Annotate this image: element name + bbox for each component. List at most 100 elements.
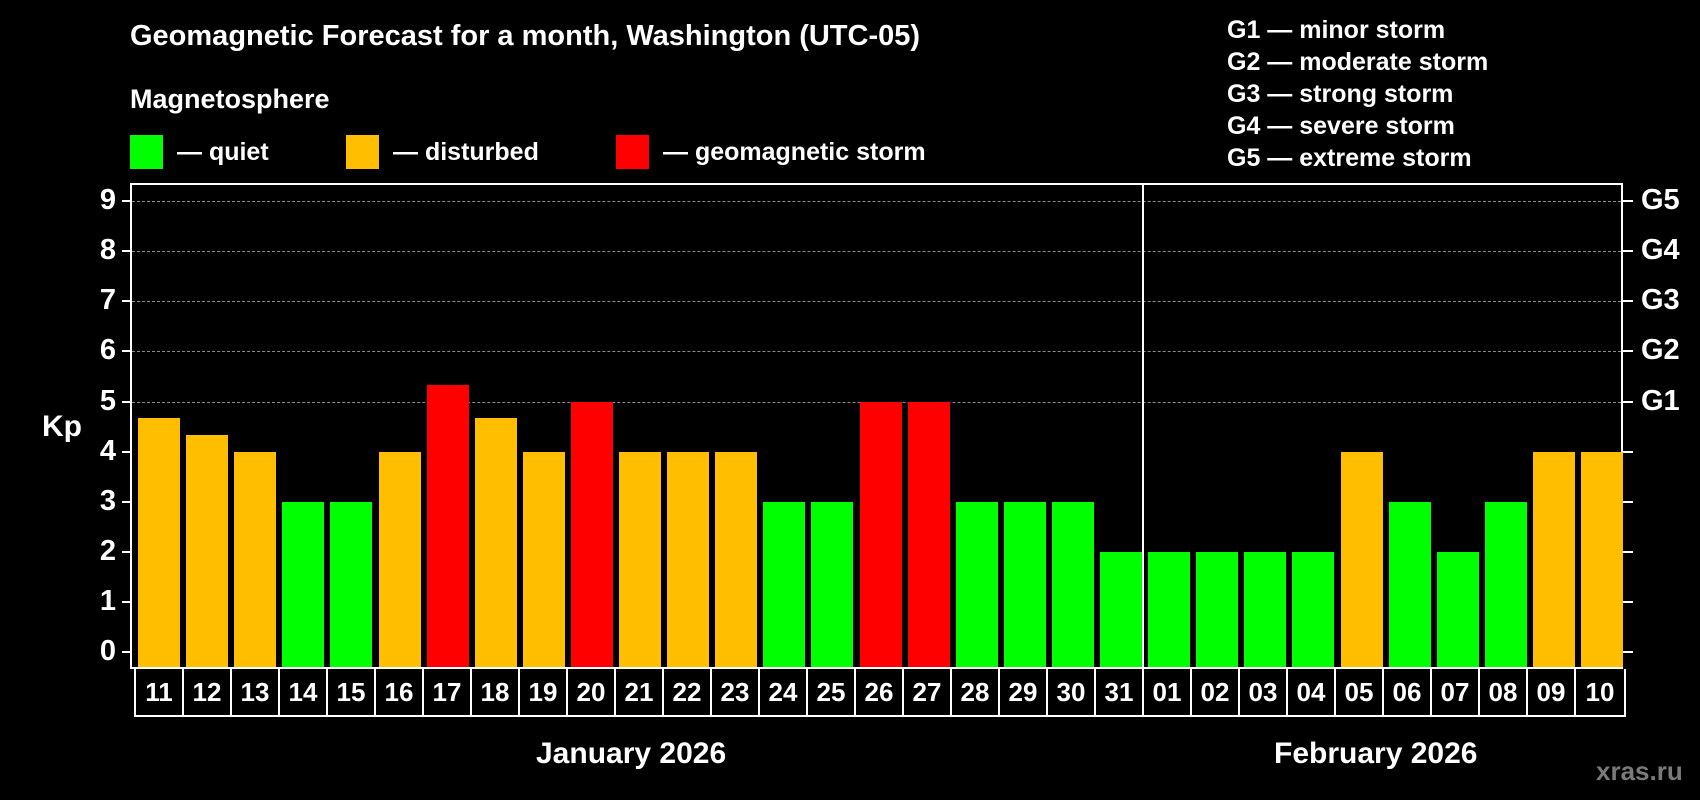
bar-quiet <box>1436 551 1479 667</box>
bar-disturbed <box>138 418 180 667</box>
x-day-label: 31 <box>1096 669 1144 715</box>
x-day-label: 28 <box>952 669 1000 715</box>
grid-line <box>132 351 1621 353</box>
x-day-label: 27 <box>904 669 952 715</box>
bar-disturbed <box>1581 451 1623 667</box>
y-tick <box>122 500 132 503</box>
g-level-label: G4 <box>1641 234 1680 267</box>
plot-area <box>130 183 1623 669</box>
bar-disturbed <box>522 451 565 667</box>
y-tick <box>122 600 132 603</box>
bar-storm <box>426 384 469 667</box>
y-tick-label: 4 <box>99 434 117 467</box>
chart-title: Geomagnetic Forecast for a month, Washin… <box>130 20 921 52</box>
legend-label: — quiet <box>177 137 269 166</box>
g-scale-item: G4 — severe storm <box>1227 112 1455 140</box>
grid-line <box>132 251 1621 253</box>
x-day-label: 25 <box>808 669 856 715</box>
legend-label: — geomagnetic storm <box>663 137 926 166</box>
x-day-label: 03 <box>1240 669 1288 715</box>
y-tick <box>122 350 132 353</box>
x-day-label: 09 <box>1528 669 1576 715</box>
x-day-label: 08 <box>1480 669 1528 715</box>
g-level-label: G5 <box>1641 184 1680 217</box>
bar-disturbed <box>234 451 277 667</box>
y-tick <box>122 550 132 553</box>
x-day-label: 11 <box>136 669 184 715</box>
bar-disturbed <box>186 435 229 667</box>
x-day-label: 26 <box>856 669 904 715</box>
x-axis-day-labels: 11 12 13 14 15 16 17 18 19 20 21 22 23 24 25 26 27 28 29 30… <box>134 669 1626 717</box>
bar-quiet <box>763 501 806 667</box>
bar-quiet <box>955 501 998 667</box>
y-tick <box>122 400 132 403</box>
x-day-label: 12 <box>184 669 232 715</box>
bar-disturbed <box>667 451 710 667</box>
y-tick <box>122 200 132 203</box>
y-tick-right <box>1623 550 1633 553</box>
x-day-label: 10 <box>1585 676 1615 707</box>
bar-storm <box>859 401 902 667</box>
grid-line <box>132 201 1621 203</box>
x-day-label: 17 <box>424 669 472 715</box>
g-level-label: G1 <box>1641 384 1680 417</box>
bar-quiet <box>1196 551 1239 667</box>
y-tick-right <box>1623 651 1633 653</box>
y-tick-label: 9 <box>99 184 117 217</box>
y-tick-right <box>1623 500 1633 503</box>
g-scale-item: G3 — strong storm <box>1227 80 1454 108</box>
x-day-label: 30 <box>1048 669 1096 715</box>
x-day-label: 01 <box>1144 669 1192 715</box>
x-day-label: 22 <box>664 669 712 715</box>
legend-item-disturbed: — disturbed <box>346 135 539 169</box>
x-day-label: 21 <box>616 669 664 715</box>
x-day-label: 06 <box>1384 669 1432 715</box>
x-day-label: 29 <box>1000 669 1048 715</box>
bar-storm <box>907 401 950 667</box>
y-tick-label: 6 <box>99 334 117 367</box>
storm-swatch-icon <box>616 135 649 169</box>
bar-disturbed <box>715 451 758 667</box>
bar-quiet <box>811 501 854 667</box>
bar-quiet <box>1244 551 1287 667</box>
y-tick-label: 7 <box>99 284 117 317</box>
bar-quiet <box>282 501 325 667</box>
x-day-label: 04 <box>1288 669 1336 715</box>
watermark: xras.ru <box>1596 756 1683 786</box>
bar-quiet <box>1100 551 1142 667</box>
bar-disturbed <box>1532 451 1575 667</box>
x-day-label: 19 <box>520 669 568 715</box>
bar-disturbed <box>378 451 421 667</box>
y-tick-right <box>1623 250 1633 253</box>
y-tick <box>122 300 132 303</box>
g-scale-item: G1 — minor storm <box>1227 16 1446 44</box>
y-tick-right <box>1623 600 1633 603</box>
x-day-label: 16 <box>376 669 424 715</box>
bar-quiet <box>1388 501 1431 667</box>
bar-quiet <box>1484 501 1527 667</box>
g-scale-legend: G1 — minor storm G2 — moderate storm G3 … <box>1227 14 1488 174</box>
x-day-label: 14 <box>280 669 328 715</box>
month-divider <box>1142 183 1144 669</box>
x-day-label: 20 <box>568 669 616 715</box>
x-day-label: 23 <box>712 669 760 715</box>
legend-heading: Magnetosphere <box>130 84 330 114</box>
bar-disturbed <box>474 418 517 667</box>
month-label-february: February 2026 <box>1274 737 1478 770</box>
y-tick-label: 3 <box>99 484 117 517</box>
bar-storm <box>570 401 613 667</box>
grid-line <box>132 301 1621 303</box>
disturbed-swatch-icon <box>346 135 379 169</box>
bar-quiet <box>330 501 373 667</box>
bar-disturbed <box>1340 451 1383 667</box>
bar-disturbed <box>619 451 661 667</box>
quiet-swatch-icon <box>130 135 163 169</box>
g-scale-item: G2 — moderate storm <box>1227 48 1489 76</box>
y-tick-label: 1 <box>99 584 117 617</box>
legend-label: — disturbed <box>393 137 539 166</box>
x-day-label: 07 <box>1432 669 1480 715</box>
y-tick <box>122 250 132 253</box>
g-level-label: G2 <box>1641 334 1680 367</box>
bar-quiet <box>1292 551 1335 667</box>
x-day-label: 18 <box>472 669 520 715</box>
